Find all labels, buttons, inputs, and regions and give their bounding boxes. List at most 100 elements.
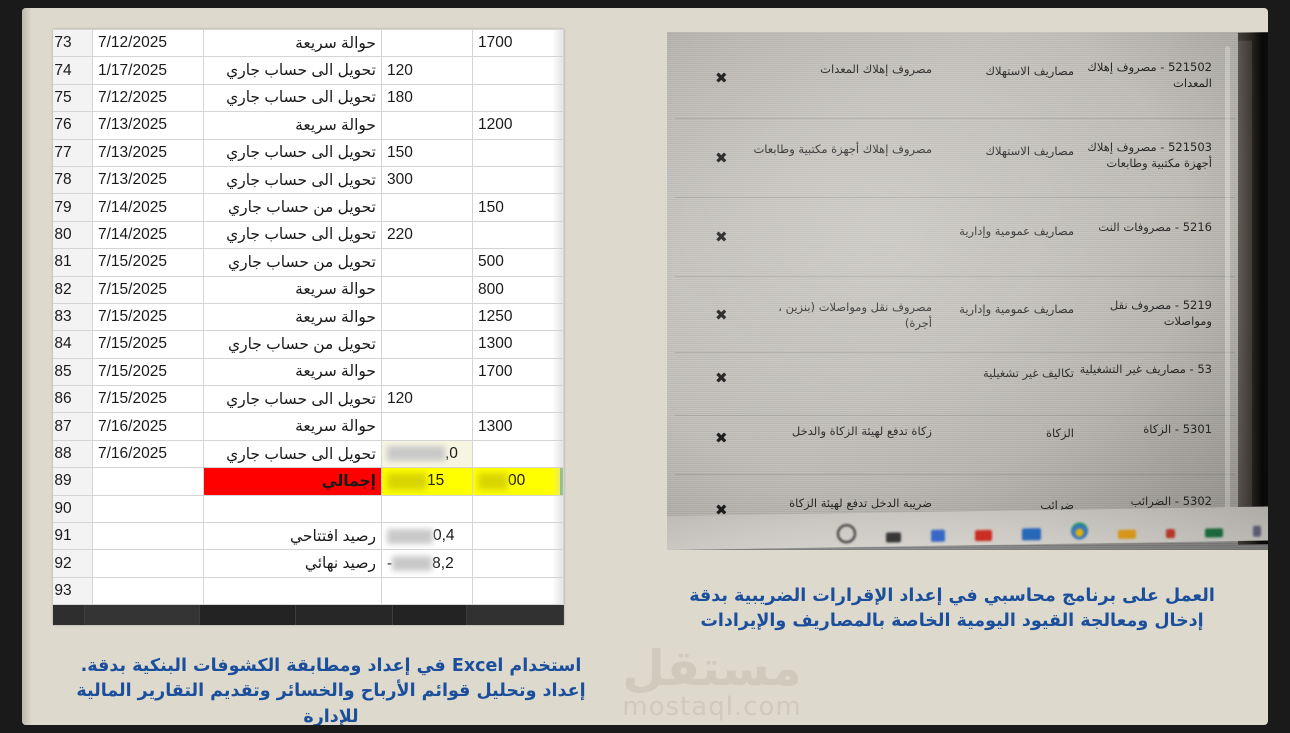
date-cell[interactable]: 1/17/2025	[92, 56, 204, 85]
credit-cell[interactable]	[472, 576, 564, 606]
date-cell[interactable]: 7/15/2025	[92, 302, 204, 332]
debit-cell[interactable]: ,0	[381, 439, 473, 469]
date-cell[interactable]	[92, 467, 204, 496]
table-row[interactable]: 89 إجمالي 15 00	[53, 467, 564, 496]
delete-account-icon[interactable]: ✖	[715, 148, 728, 167]
delete-account-icon[interactable]: ✖	[715, 305, 728, 324]
table-row[interactable]: 77 7/13/2025 تحويل الى حساب جاري 150	[53, 138, 564, 167]
description-cell[interactable]: تحويل من حساب جاري	[203, 248, 382, 277]
app-icon-gmail[interactable]	[975, 529, 992, 542]
app-icon-ring[interactable]	[837, 524, 856, 544]
date-cell[interactable]	[92, 549, 204, 578]
app-icon-excel[interactable]	[1205, 528, 1223, 538]
delete-account-icon[interactable]: ✖	[715, 429, 728, 447]
table-row[interactable]: 73 7/12/2025 حوالة سريعة 1700	[53, 29, 564, 58]
date-cell[interactable]: 7/16/2025	[92, 412, 204, 441]
table-row[interactable]: 92 رصيد نهائي -8,2	[53, 549, 564, 578]
date-cell[interactable]: 7/15/2025	[92, 330, 204, 359]
description-cell[interactable]: حوالة سريعة	[203, 412, 382, 441]
app-icon-pdf[interactable]	[1166, 529, 1175, 539]
debit-cell[interactable]: 220	[381, 220, 473, 250]
description-cell[interactable]: حوالة سريعة	[203, 357, 382, 387]
credit-cell[interactable]	[472, 220, 564, 250]
date-cell[interactable]: 7/15/2025	[92, 357, 204, 387]
row-header-cell[interactable]: 76	[53, 111, 93, 140]
debit-cell[interactable]	[381, 248, 473, 277]
credit-cell[interactable]: 1300	[472, 412, 564, 441]
table-row[interactable]: 75 7/12/2025 تحويل الى حساب جاري 180	[53, 83, 564, 113]
row-header-cell[interactable]: 93	[53, 576, 93, 606]
account-code[interactable]: 5216 - مصروفات النت	[1098, 220, 1212, 234]
row-header-cell[interactable]: 74	[53, 56, 93, 85]
credit-cell[interactable]: 1700	[472, 29, 564, 58]
row-header-cell[interactable]: 81	[53, 248, 93, 277]
excel-grid[interactable]: 73 7/12/2025 حوالة سريعة 1700 74 1/17/2025 تحو…	[53, 29, 564, 625]
account-code[interactable]: 5219 - مصروف نقل ومواصلات	[1109, 298, 1212, 328]
excel-bottom-taskbar-strip[interactable]	[53, 605, 564, 625]
account-code[interactable]: 521503 - مصروف إهلاك أجهزة مكتبية وطابعا…	[1087, 140, 1212, 170]
credit-cell[interactable]: 500	[472, 248, 564, 277]
row-header-cell[interactable]: 92	[53, 549, 93, 578]
debit-cell[interactable]	[381, 193, 473, 222]
account-code[interactable]: 5302 - الضرائب	[1130, 494, 1212, 508]
photo-scrollbar[interactable]	[1225, 46, 1230, 516]
table-row[interactable]: 87 7/16/2025 حوالة سريعة 1300	[53, 412, 564, 441]
credit-cell[interactable]: 800	[472, 275, 564, 304]
debit-cell[interactable]: 150	[381, 138, 473, 167]
credit-cell[interactable]	[472, 83, 564, 113]
delete-account-icon[interactable]: ✖	[715, 369, 728, 388]
table-row[interactable]: 90	[53, 494, 564, 524]
debit-cell[interactable]	[381, 357, 473, 387]
date-cell[interactable]: 7/12/2025	[92, 83, 204, 113]
description-cell[interactable]: حوالة سريعة	[203, 29, 382, 58]
account-code[interactable]: 521502 - مصروف إهلاك المعدات	[1087, 60, 1212, 90]
table-row[interactable]: 91 رصيد افتتاحي 0,4	[53, 522, 564, 551]
date-cell[interactable]: 7/16/2025	[92, 439, 204, 469]
description-cell[interactable]	[203, 576, 382, 606]
app-icon-orange[interactable]	[1118, 529, 1136, 539]
debit-cell[interactable]: 300	[381, 165, 473, 195]
row-header-cell[interactable]: 90	[53, 494, 93, 524]
description-cell[interactable]: تحويل الى حساب جاري	[203, 138, 382, 167]
date-cell[interactable]: 7/14/2025	[92, 193, 204, 222]
description-cell[interactable]: حوالة سريعة	[203, 111, 382, 140]
debit-cell[interactable]	[381, 576, 473, 606]
row-header-cell[interactable]: 83	[53, 302, 93, 332]
credit-cell[interactable]	[472, 549, 564, 578]
table-row[interactable]: 83 7/15/2025 حوالة سريعة 1250	[53, 302, 564, 332]
date-cell[interactable]: 7/13/2025	[92, 138, 204, 167]
app-icon-blue[interactable]	[1022, 528, 1041, 541]
table-row[interactable]: 84 7/15/2025 تحويل من حساب جاري 1300	[53, 330, 564, 359]
date-cell[interactable]	[92, 522, 204, 551]
table-row[interactable]: 93	[53, 576, 564, 606]
excel-spreadsheet-screenshot[interactable]: 73 7/12/2025 حوالة سريعة 1700 74 1/17/2025 تحو…	[53, 29, 564, 625]
credit-cell[interactable]: 1200	[472, 111, 564, 140]
credit-cell[interactable]: 1250	[472, 302, 564, 332]
date-cell[interactable]	[92, 494, 204, 524]
debit-cell[interactable]: 180	[381, 83, 473, 113]
credit-cell[interactable]: 150	[472, 193, 564, 222]
app-icon-teams[interactable]	[931, 529, 945, 542]
row-header-cell[interactable]: 80	[53, 220, 93, 250]
debit-cell[interactable]: 0,4	[381, 522, 473, 551]
table-row[interactable]: 78 7/13/2025 تحويل الى حساب جاري 300	[53, 165, 564, 195]
description-cell[interactable]: إجمالي	[203, 467, 382, 496]
debit-cell[interactable]	[381, 29, 473, 58]
debit-cell[interactable]: 120	[381, 385, 473, 414]
row-header-cell[interactable]: 75	[53, 83, 93, 113]
row-header-cell[interactable]: 87	[53, 412, 93, 441]
debit-cell[interactable]	[381, 412, 473, 441]
row-header-cell[interactable]: 73	[53, 29, 93, 58]
table-row[interactable]: 80 7/14/2025 تحويل الى حساب جاري 220	[53, 220, 564, 250]
credit-cell[interactable]: 00	[472, 467, 564, 496]
description-cell[interactable]: تحويل الى حساب جاري	[203, 56, 382, 85]
debit-cell[interactable]	[381, 302, 473, 332]
credit-cell[interactable]	[472, 439, 564, 469]
app-icon-gray[interactable]	[1253, 525, 1261, 537]
description-cell[interactable]: تحويل الى حساب جاري	[203, 83, 382, 113]
description-cell[interactable]: رصيد افتتاحي	[203, 522, 382, 551]
debit-cell[interactable]: -8,2	[381, 549, 473, 578]
table-row[interactable]: 79 7/14/2025 تحويل من حساب جاري 150	[53, 193, 564, 222]
date-cell[interactable]: 7/15/2025	[92, 385, 204, 414]
credit-cell[interactable]	[472, 56, 564, 85]
